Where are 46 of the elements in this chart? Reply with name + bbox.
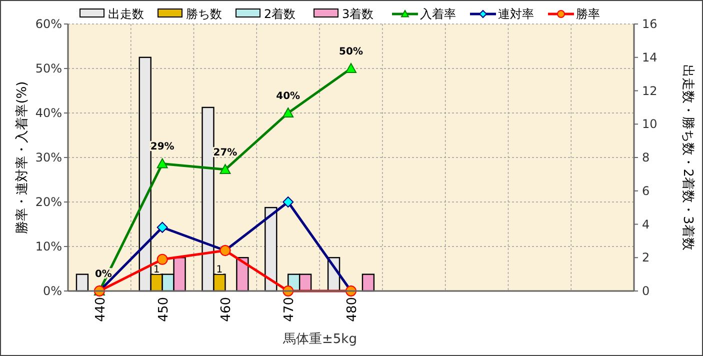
x-axis-title: 馬体重±5kg bbox=[282, 332, 357, 347]
point bbox=[220, 164, 231, 174]
data-label: 1 bbox=[216, 264, 223, 276]
y-axis-title: 勝率・連対率・入着率(%) bbox=[14, 81, 30, 234]
y2-tick-label: 8 bbox=[642, 150, 650, 164]
y2-tick-label: 6 bbox=[642, 184, 650, 198]
x-tick-label: 450 bbox=[156, 297, 172, 322]
point bbox=[156, 158, 168, 168]
y2-tick-label: 2 bbox=[642, 250, 650, 265]
y-tick-label: 30% bbox=[35, 150, 62, 164]
y-tick-label: 40% bbox=[35, 106, 62, 120]
x-tick-label: 460 bbox=[219, 297, 234, 322]
x-tick-label: 470 bbox=[282, 297, 298, 322]
y2-tick-label: 16 bbox=[642, 17, 658, 31]
y2-tick-label: 4 bbox=[642, 217, 650, 232]
x-tick-label: 440 bbox=[93, 297, 108, 322]
y2-tick-label: 12 bbox=[642, 84, 658, 98]
point bbox=[346, 63, 356, 73]
point bbox=[282, 196, 294, 208]
data-label: 1 bbox=[153, 264, 160, 276]
point bbox=[156, 222, 168, 233]
y2-tick-label: 14 bbox=[642, 50, 658, 64]
y2-tick-label: 0 bbox=[642, 284, 650, 298]
legend-label: 勝ち数 bbox=[186, 7, 222, 21]
bar bbox=[264, 206, 278, 292]
bar bbox=[362, 274, 375, 292]
bar bbox=[76, 274, 89, 292]
y-tick-label: 50% bbox=[35, 62, 62, 76]
bar bbox=[236, 257, 249, 292]
x-tick-label: 480 bbox=[345, 297, 360, 322]
y-tick-label: 0% bbox=[42, 284, 62, 298]
y-tick-label: 20% bbox=[35, 195, 62, 209]
legend-label: 勝率 bbox=[576, 7, 600, 21]
data-label: 50% bbox=[339, 46, 363, 58]
legend-label: 連対率 bbox=[498, 7, 534, 21]
y-tick-label: 60% bbox=[35, 17, 62, 31]
legend-label: 出走数 bbox=[108, 7, 144, 21]
legend-label: 入着率 bbox=[420, 7, 456, 21]
legend-label: 2着数 bbox=[264, 7, 296, 21]
legend-label: 3着数 bbox=[342, 7, 374, 21]
point bbox=[282, 108, 294, 118]
y2-axis-title: 出走数・勝ち数・2着数・3着数 bbox=[680, 64, 696, 250]
point bbox=[156, 254, 168, 265]
y-tick-label: 10% bbox=[35, 240, 62, 254]
y2-tick-label: 10 bbox=[642, 117, 658, 132]
data-label: 40% bbox=[276, 91, 300, 102]
